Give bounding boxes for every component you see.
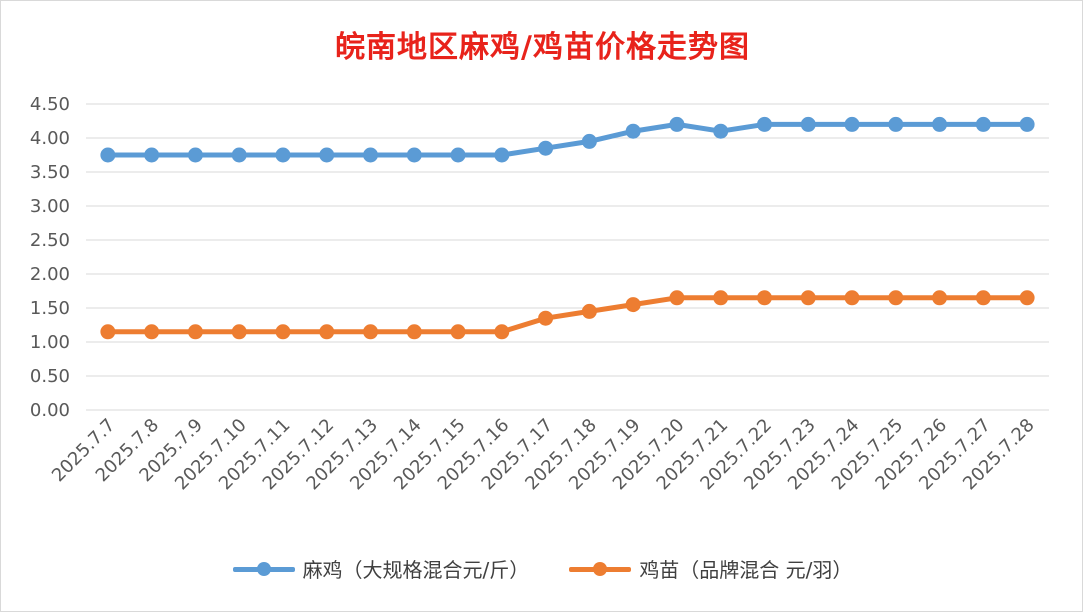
y-tick-label: 4.50 (30, 94, 70, 115)
data-point (363, 324, 379, 340)
data-point (1019, 290, 1035, 306)
data-point (888, 290, 904, 306)
data-point (844, 116, 860, 132)
data-point (100, 324, 116, 340)
data-point (494, 147, 510, 163)
data-point (713, 290, 729, 306)
data-point (932, 290, 948, 306)
data-point (932, 116, 948, 132)
y-tick-label: 2.00 (30, 264, 70, 285)
data-point (625, 123, 641, 139)
x-axis-ticks: 2025.7.72025.7.82025.7.92025.7.102025.7.… (48, 415, 1039, 495)
series-line (105, 295, 1030, 335)
data-point (800, 290, 816, 306)
legend-item-series-1: 麻鸡（大规格混合元/斤） (232, 554, 530, 583)
data-point (844, 290, 860, 306)
series-1 (100, 116, 1035, 163)
data-point (669, 116, 685, 132)
series-2 (100, 290, 1035, 340)
legend: 麻鸡（大规格混合元/斤） 鸡苗（品牌混合 元/羽） (0, 554, 1085, 583)
data-point (319, 324, 335, 340)
grid-lines (86, 103, 1049, 411)
data-point (275, 324, 291, 340)
data-point (187, 147, 203, 163)
legend-label-series-2: 鸡苗（品牌混合 元/羽） (639, 558, 853, 582)
data-point (669, 290, 685, 306)
data-point (756, 290, 772, 306)
data-point (450, 147, 466, 163)
data-point (800, 116, 816, 132)
data-point (625, 297, 641, 313)
data-point (538, 310, 554, 326)
data-point (363, 147, 379, 163)
y-tick-label: 0.00 (30, 400, 70, 421)
data-point (100, 147, 116, 163)
data-point (450, 324, 466, 340)
legend-marker-series-1 (232, 561, 295, 576)
data-point (975, 116, 991, 132)
data-point (231, 324, 247, 340)
y-tick-label: 3.00 (30, 196, 70, 217)
data-point (581, 133, 597, 149)
data-point (756, 116, 772, 132)
data-point (494, 324, 510, 340)
y-tick-label: 4.00 (30, 128, 70, 149)
data-point (713, 123, 729, 139)
y-axis-ticks: 0.00 0.50 1.00 1.50 2.00 2.50 3.00 3.50 4.00 4.50 (30, 94, 70, 421)
data-point (319, 147, 335, 163)
y-tick-label: 2.50 (30, 230, 70, 251)
data-point (975, 290, 991, 306)
legend-marker-series-2 (569, 561, 632, 576)
y-tick-label: 1.00 (30, 332, 70, 353)
legend-label-series-1: 麻鸡（大规格混合元/斤） (302, 558, 530, 582)
chart-title: 皖南地区麻鸡/鸡苗价格走势图 (335, 30, 750, 65)
data-point (888, 116, 904, 132)
series-line (105, 121, 1030, 158)
data-point (187, 324, 203, 340)
y-tick-label: 3.50 (30, 162, 70, 183)
series-group (100, 116, 1035, 340)
data-point (144, 324, 160, 340)
legend-item-series-2: 鸡苗（品牌混合 元/羽） (569, 554, 852, 583)
data-point (144, 147, 160, 163)
y-tick-label: 1.50 (30, 298, 70, 319)
data-point (406, 147, 422, 163)
data-point (581, 303, 597, 319)
data-point (538, 140, 554, 156)
data-point (231, 147, 247, 163)
y-tick-label: 0.50 (30, 366, 70, 387)
data-point (275, 147, 291, 163)
data-point (1019, 116, 1035, 132)
data-point (406, 324, 422, 340)
